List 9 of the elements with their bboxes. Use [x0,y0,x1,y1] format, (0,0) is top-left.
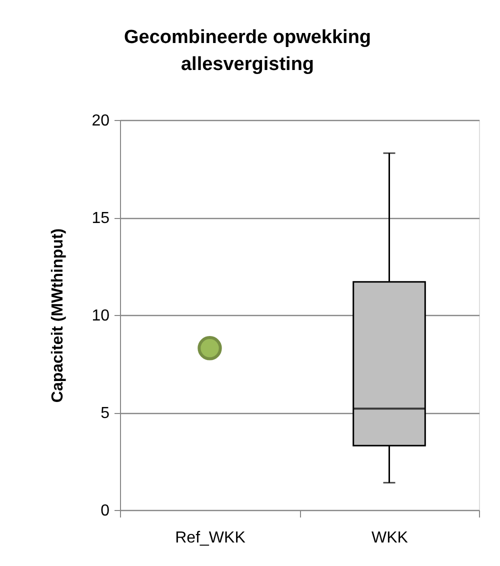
y-tick-label: 20 [92,112,110,130]
y-tick-label: 15 [92,210,110,227]
chart-title: Gecombineerde opwekking allesvergisting [124,27,372,75]
y-tick-label: 0 [100,502,110,520]
y-tick-label: 10 [92,308,110,324]
y-axis-title: Capaciteit (MWthinput) [50,228,67,403]
x-tick-label: Ref_WKK [175,530,246,546]
y-tick-label: 5 [100,405,110,422]
x-tick-label: WKK [372,530,408,546]
